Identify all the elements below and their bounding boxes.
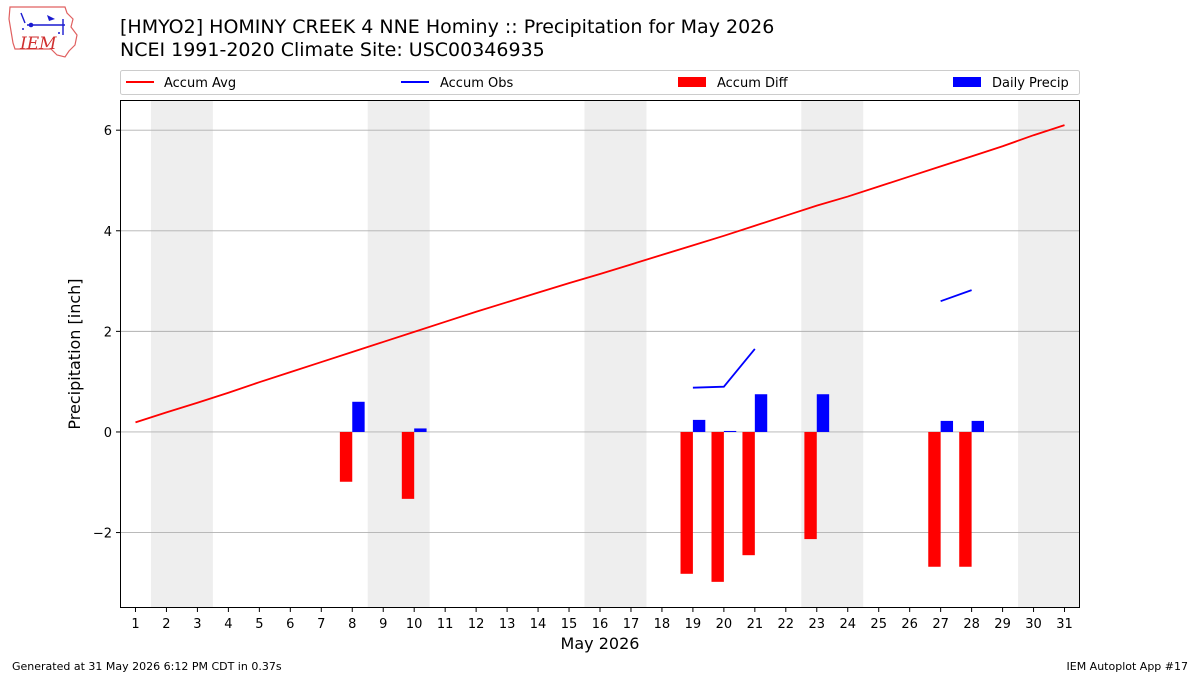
x-tick-label: 17 [623,617,640,632]
accum-diff-bar [742,431,755,556]
accum-obs-line-segment [692,348,756,389]
x-tick-label: 8 [348,617,356,632]
plot-frame [120,100,1080,608]
x-tick-label: 9 [379,617,387,632]
y-tick-label: −2 [93,527,112,542]
daily-precip-bar [971,420,984,432]
weekend-shade-band [584,100,647,608]
y-tick-label: 6 [104,124,112,139]
daily-precip-bar [723,430,737,432]
legend-accum-avg-label: Accum Avg [164,76,236,91]
weekend-shading [150,100,1080,608]
weekend-shade-band [1018,100,1080,608]
iem-logo-text: IEM [19,34,57,54]
accum-diff-bar [928,431,941,567]
legend-frame [120,70,1080,95]
accum-avg-line-path [135,124,1065,424]
x-tick-label: 3 [193,617,201,632]
y-axis-label: Precipitation [inch] [65,278,84,429]
daily-precip-bar [692,419,706,432]
x-tick-label: 14 [530,617,547,632]
accum-diff-bar [711,431,724,582]
chart-subtitle: NCEI 1991-2020 Climate Site: USC00346935 [120,39,545,61]
app-credit: IEM Autoplot App #17 [1066,660,1189,673]
x-tick-label: 2 [162,617,170,632]
x-tick-label: 5 [255,617,263,632]
accum-avg-line [135,124,1065,424]
accum-diff-bar [680,431,693,574]
x-tick-label: 7 [317,617,325,632]
x-tick-label: 12 [468,617,485,632]
x-tick-label: 21 [747,617,764,632]
x-tick-label: 26 [901,617,918,632]
x-tick-label: 24 [839,617,856,632]
x-tick-label: 25 [870,617,887,632]
x-tick-label: 10 [406,617,423,632]
y-tick-label: 4 [104,225,112,240]
iem-logo: IEM [8,6,78,58]
weather-station-icon [20,12,65,35]
legend-accum-diff-label: Accum Diff [717,76,789,91]
weekend-shade-band [150,100,213,608]
daily-precip-bar [352,401,365,432]
chart-title: [HMYO2] HOMINY CREEK 4 NNE Hominy :: Pre… [120,16,775,38]
weekend-shade-band [367,100,430,608]
x-tick-label: 6 [286,617,294,632]
x-axis-ticks: 1 2 3 4 5 6 7 8 9 10 11 12 13 14 15 16 17 18 19 20 21 22 23 24 2… [131,608,1073,632]
accum-diff-bars [339,431,972,582]
legend-accum-diff-swatch [678,77,706,87]
legend-daily-precip-swatch [953,77,981,87]
x-tick-label: 20 [716,617,733,632]
y-gridlines [120,129,1080,534]
chart-legend: Accum Avg Accum Obs Accum Diff Daily Pre… [120,70,1080,95]
x-tick-label: 29 [994,617,1011,632]
accum-obs-line-segment [940,289,972,303]
x-axis-label: May 2026 [561,634,640,653]
generated-timestamp: Generated at 31 May 2026 6:12 PM CDT in … [12,660,282,673]
y-axis-ticks: −2 0 2 4 6 [93,124,120,542]
x-tick-label: 31 [1056,617,1073,632]
daily-precip-bar [414,428,427,432]
x-tick-label: 18 [654,617,671,632]
y-tick-label: 0 [104,426,112,441]
accum-obs-line [692,289,972,389]
legend-daily-precip-label: Daily Precip [992,76,1069,91]
x-tick-label: 22 [778,617,795,632]
daily-precip-bars [352,394,984,432]
x-tick-label: 30 [1025,617,1042,632]
x-tick-label: 28 [963,617,980,632]
x-tick-label: 15 [561,617,578,632]
daily-precip-bar [940,420,954,432]
x-tick-label: 23 [809,617,826,632]
accum-diff-bar [401,431,415,499]
x-tick-label: 13 [499,617,516,632]
daily-precip-bar [816,394,830,432]
x-tick-label: 4 [224,617,232,632]
x-tick-label: 27 [932,617,949,632]
accum-diff-bar [959,431,972,567]
x-tick-label: 16 [592,617,609,632]
x-tick-label: 11 [437,617,454,632]
x-tick-label: 1 [131,617,139,632]
y-tick-label: 2 [104,325,112,340]
daily-precip-bar [754,394,768,432]
x-tick-label: 19 [685,617,702,632]
accum-diff-bar [804,431,817,540]
legend-accum-obs-label: Accum Obs [440,76,513,91]
accum-diff-bar [339,431,353,482]
